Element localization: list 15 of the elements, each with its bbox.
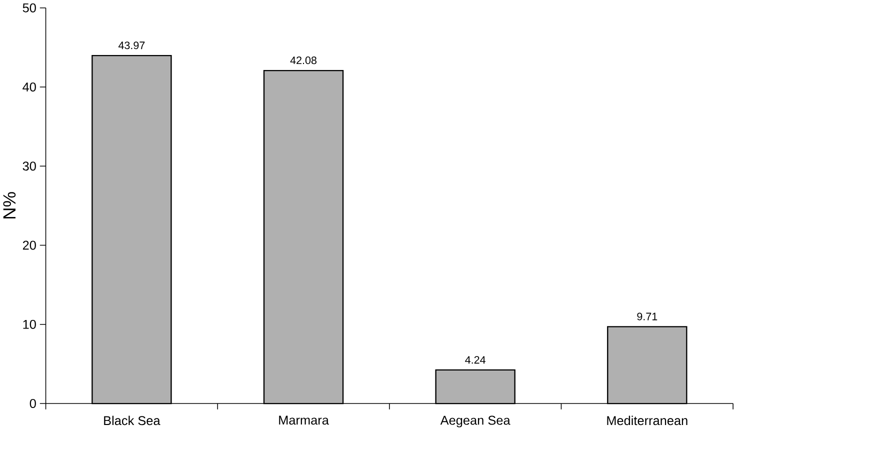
y-tick-label: 50 xyxy=(22,4,36,13)
y-tick-label: 30 xyxy=(22,162,36,171)
x-tick-label: Aegean Sea xyxy=(440,416,510,428)
data-label: 43.97 xyxy=(118,42,145,50)
y-tick-label: 0 xyxy=(30,399,36,408)
y-tick-label: 20 xyxy=(22,240,36,250)
x-tick-label: Marmara xyxy=(279,416,329,425)
data-label: 4.24 xyxy=(465,356,486,364)
x-tick-label: Mediterranean xyxy=(607,416,688,426)
x-tick-label: Black Sea xyxy=(104,416,160,426)
y-axis-title: N% xyxy=(3,192,16,219)
data-label: 42.08 xyxy=(290,56,316,64)
data-label: 9.71 xyxy=(637,312,658,321)
y-tick-label: 40 xyxy=(22,82,36,92)
y-tick-label: 10 xyxy=(23,320,36,330)
